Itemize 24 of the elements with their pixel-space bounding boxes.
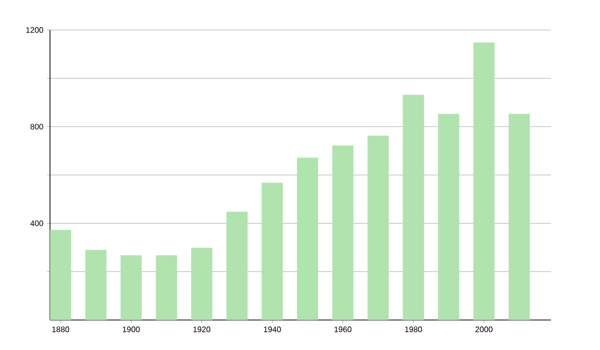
x-tick-label: 1940 — [264, 326, 281, 332]
bar — [296, 158, 318, 320]
bar — [50, 230, 72, 320]
x-tick-label: 1960 — [334, 326, 352, 332]
bar — [156, 255, 178, 320]
bar — [508, 114, 530, 320]
y-tick-label: 400 — [30, 220, 44, 226]
bar — [191, 248, 212, 320]
bar — [226, 212, 248, 320]
bar — [402, 94, 424, 320]
x-tick-label: 1920 — [193, 326, 210, 332]
y-tick-label: 800 — [30, 124, 44, 130]
bar — [473, 42, 495, 320]
y-tick-label: 1200 — [26, 27, 44, 33]
bar — [262, 182, 283, 320]
x-tick-label: 1980 — [405, 326, 422, 332]
x-tick-label: 2000 — [475, 326, 493, 332]
bar — [120, 255, 142, 320]
bar — [438, 114, 460, 320]
bar — [85, 250, 106, 320]
x-tick-label: 1880 — [52, 326, 70, 332]
bar — [368, 136, 389, 320]
x-tick-label: 1900 — [122, 326, 140, 332]
bar — [332, 146, 354, 320]
